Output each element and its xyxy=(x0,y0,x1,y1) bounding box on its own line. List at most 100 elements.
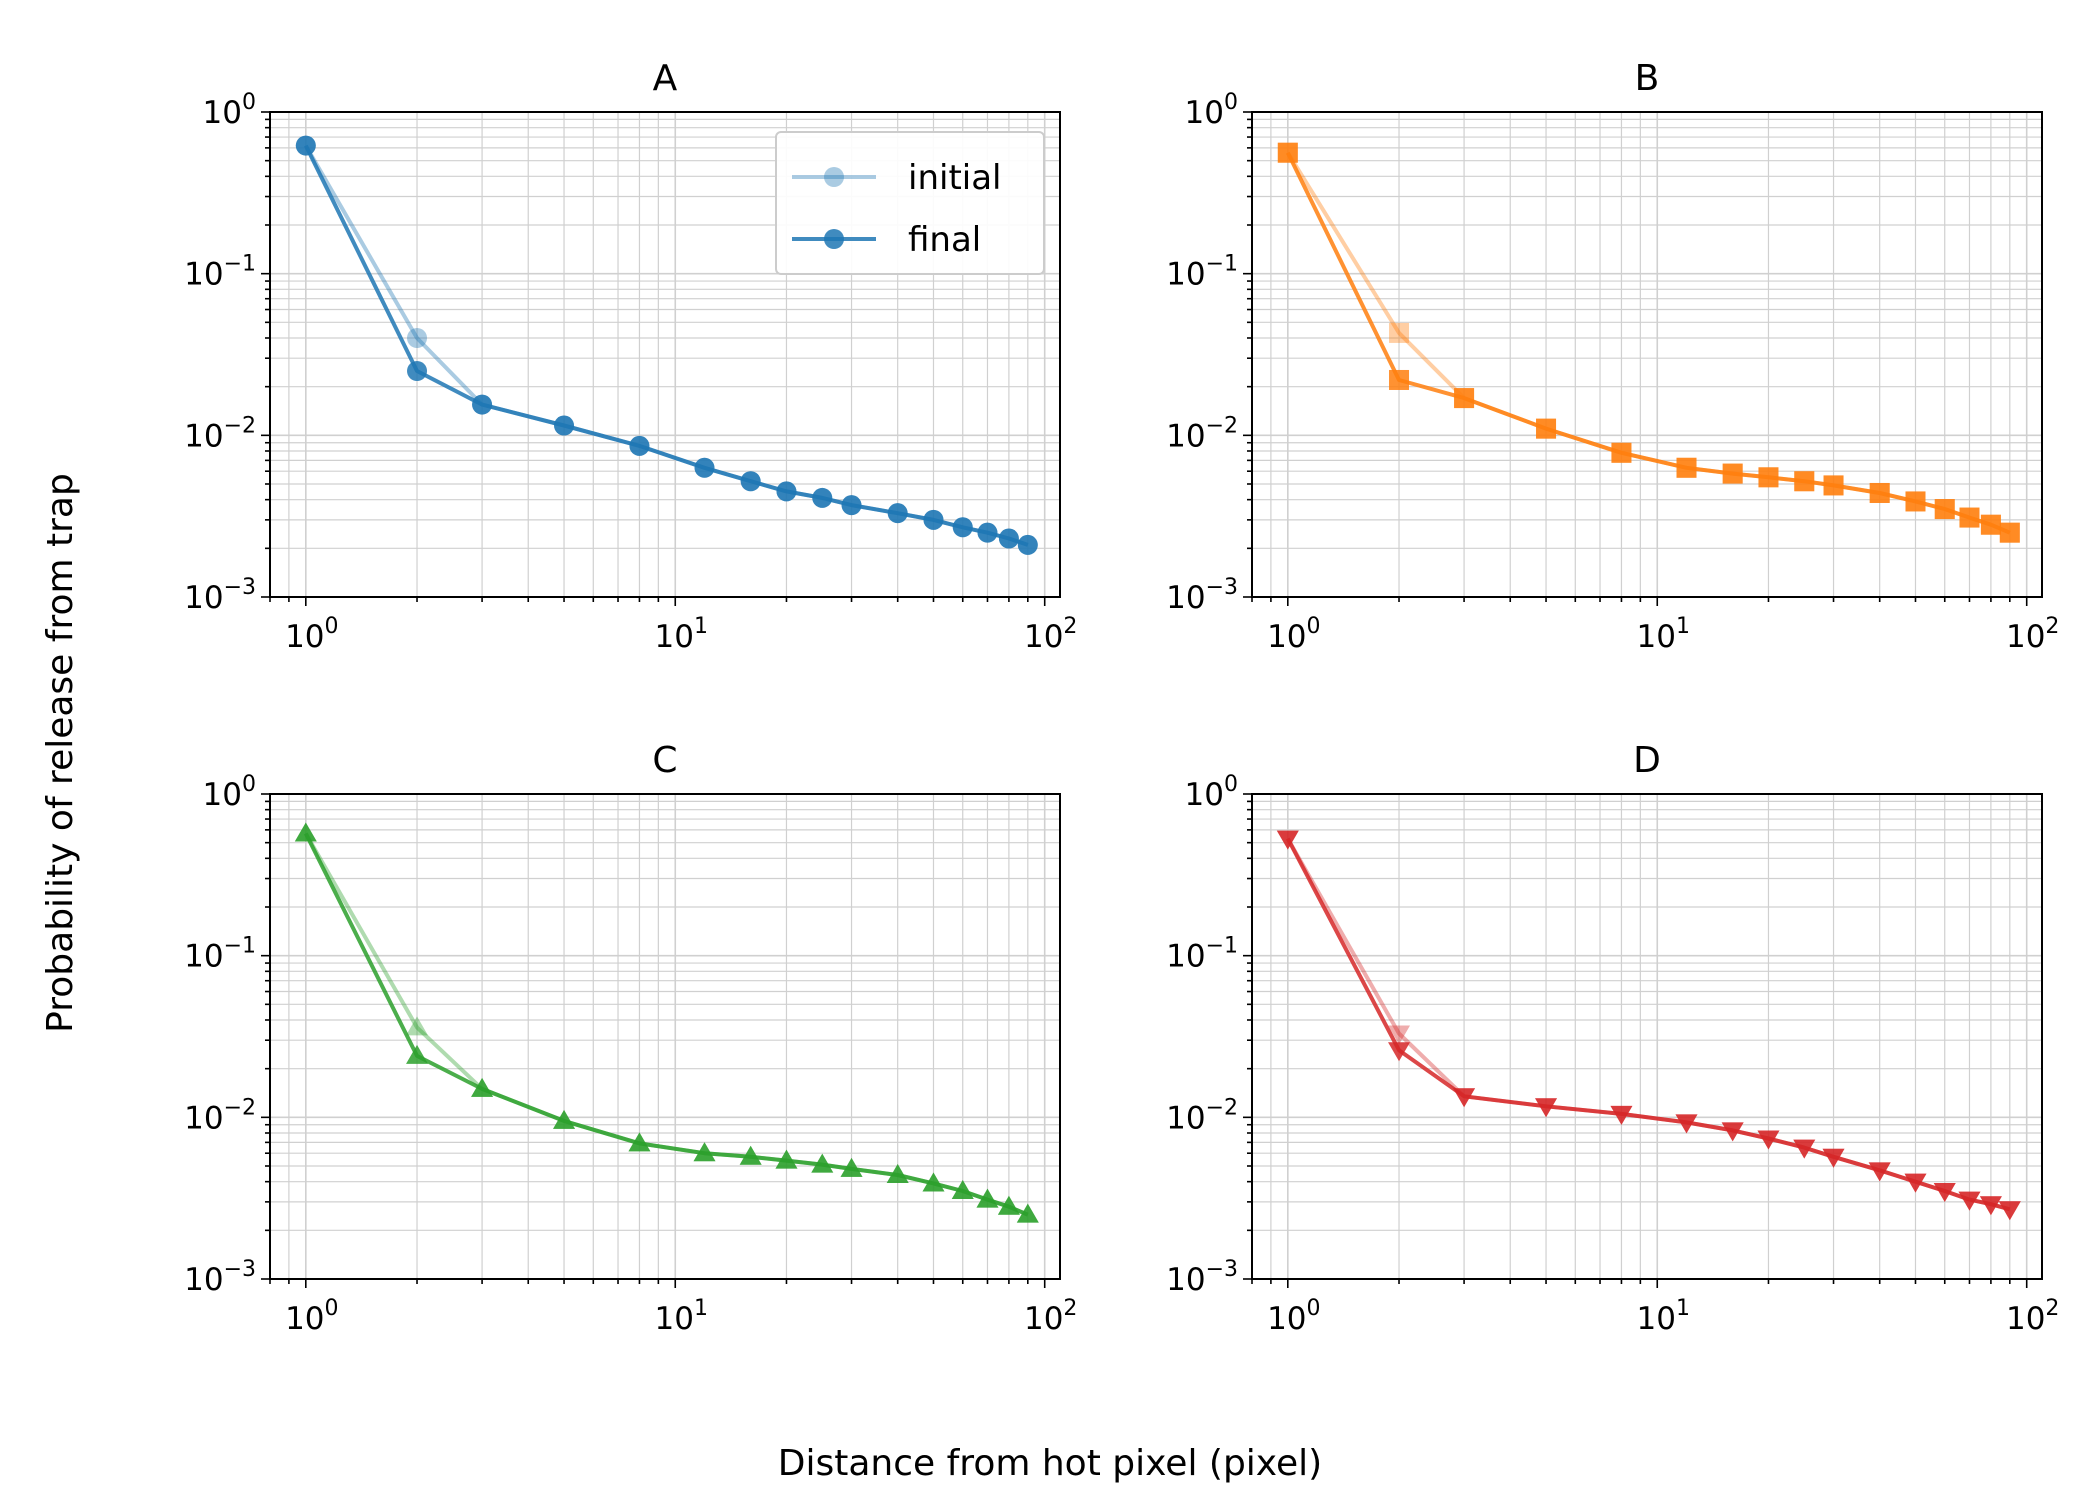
x-tick-label: 100 xyxy=(285,1296,338,1337)
y-tick-label: 10−2 xyxy=(184,413,256,454)
data-point xyxy=(1999,522,2020,543)
data-point xyxy=(1905,491,1926,512)
x-tick-label: 100 xyxy=(285,614,338,655)
data-point xyxy=(1610,1105,1633,1125)
x-tick-label: 100 xyxy=(1267,614,1320,655)
panel-title: A xyxy=(653,58,678,99)
series-line xyxy=(304,832,1029,1217)
data-point xyxy=(1454,388,1475,409)
data-point xyxy=(841,495,862,516)
series-final xyxy=(1277,142,2020,543)
grid xyxy=(1251,111,2042,598)
series-line xyxy=(1286,837,2011,1212)
y-axis-label: Probability of release from trap xyxy=(40,473,81,1033)
data-point xyxy=(1016,1203,1039,1223)
y-tick-label: 10−3 xyxy=(1166,1257,1238,1298)
series-final xyxy=(295,135,1038,555)
data-point xyxy=(812,487,833,508)
grid xyxy=(269,793,1060,1280)
y-tick-label: 10−3 xyxy=(1166,575,1238,616)
data-point xyxy=(740,471,761,492)
series-initial xyxy=(1276,830,2021,1221)
data-point xyxy=(1721,1122,1744,1142)
panel-title: C xyxy=(652,740,677,781)
data-point xyxy=(923,509,944,530)
legend-marker xyxy=(824,167,844,187)
data-point xyxy=(406,1044,429,1064)
data-point xyxy=(1980,514,2001,535)
legend-label: final xyxy=(908,220,981,260)
data-point xyxy=(1757,1130,1780,1150)
x-ticks: 100 101 102 xyxy=(269,1279,1077,1337)
data-point xyxy=(694,457,715,478)
data-point xyxy=(776,481,797,502)
panels: 100 101 10210010−110−210−3Ainitialfinal100… xyxy=(184,58,2059,1337)
legend-final: final xyxy=(792,220,981,260)
panel-d: 100 101 102 100 10−1 10−2 10−3 D xyxy=(1166,740,2059,1337)
data-point xyxy=(1389,369,1410,390)
data-point xyxy=(629,435,650,456)
x-axis-label: Distance from hot pixel (pixel) xyxy=(778,1443,1322,1484)
x-tick-label: 101 xyxy=(1637,614,1690,655)
y-ticks: 100 10−1 10−2 10−3 xyxy=(184,90,270,616)
x-tick-label: 101 xyxy=(1637,1296,1690,1337)
data-point xyxy=(1933,1183,1956,1203)
y-tick-label: 10−3 xyxy=(184,1257,256,1298)
x-tick-label: 102 xyxy=(1024,614,1077,655)
plot-frame xyxy=(1251,111,2043,598)
y-tick-label: 100 xyxy=(203,90,256,131)
data-point xyxy=(1959,507,1980,528)
data-point xyxy=(922,1172,945,1192)
x-tick-label: 100 xyxy=(1267,1296,1320,1337)
data-point xyxy=(471,1077,494,1097)
data-point xyxy=(294,822,317,842)
data-point xyxy=(1822,1148,1845,1168)
data-point xyxy=(1979,1196,2002,1216)
data-point xyxy=(1453,1088,1476,1108)
data-point xyxy=(1934,499,1955,520)
data-point xyxy=(952,517,973,538)
y-tick-label: 10−3 xyxy=(184,575,256,616)
data-point xyxy=(628,1132,651,1152)
data-point xyxy=(1611,442,1632,463)
data-point xyxy=(1758,467,1779,488)
panel-b: 100 101 102 100 10−1 10−2 10−3 B xyxy=(1166,58,2059,655)
plot-frame xyxy=(269,111,1061,598)
series-line xyxy=(1286,151,2011,535)
x-ticks: 100 101 102 xyxy=(1251,597,2059,655)
data-point xyxy=(811,1153,834,1173)
grid xyxy=(269,111,1060,598)
data-point xyxy=(1793,1139,1816,1159)
data-point xyxy=(1535,1098,1558,1118)
data-point xyxy=(554,415,575,436)
y-tick-label: 10−2 xyxy=(184,1095,256,1136)
data-point xyxy=(1536,418,1557,439)
data-point xyxy=(1388,1042,1411,1062)
data-point xyxy=(407,360,428,381)
data-point xyxy=(1869,482,1890,503)
x-ticks: 100 101 102 xyxy=(1251,1279,2059,1337)
series-line xyxy=(304,144,1029,547)
y-tick-label: 100 xyxy=(203,772,256,813)
series-initial xyxy=(294,822,1039,1223)
y-ticks: 100 10−1 10−2 10−3 xyxy=(1166,90,1252,616)
data-point xyxy=(1676,457,1697,478)
y-tick-label: 10−1 xyxy=(184,252,256,293)
plot-frame xyxy=(269,793,1061,1280)
y-tick-label: 10−2 xyxy=(1166,413,1238,454)
data-point xyxy=(1017,534,1038,555)
data-point xyxy=(1276,830,1299,850)
data-point xyxy=(739,1145,762,1165)
data-point xyxy=(1823,475,1844,496)
data-point xyxy=(1722,463,1743,484)
x-tick-label: 102 xyxy=(1024,1296,1077,1337)
grid xyxy=(1251,793,2042,1280)
y-ticks: 100 10−1 10−2 10−3 xyxy=(1166,772,1252,1298)
data-point xyxy=(1675,1114,1698,1134)
data-point xyxy=(1388,1025,1411,1045)
x-tick-label: 101 xyxy=(655,614,708,655)
x-tick-label: 101 xyxy=(655,1296,708,1337)
data-point xyxy=(997,1195,1020,1215)
